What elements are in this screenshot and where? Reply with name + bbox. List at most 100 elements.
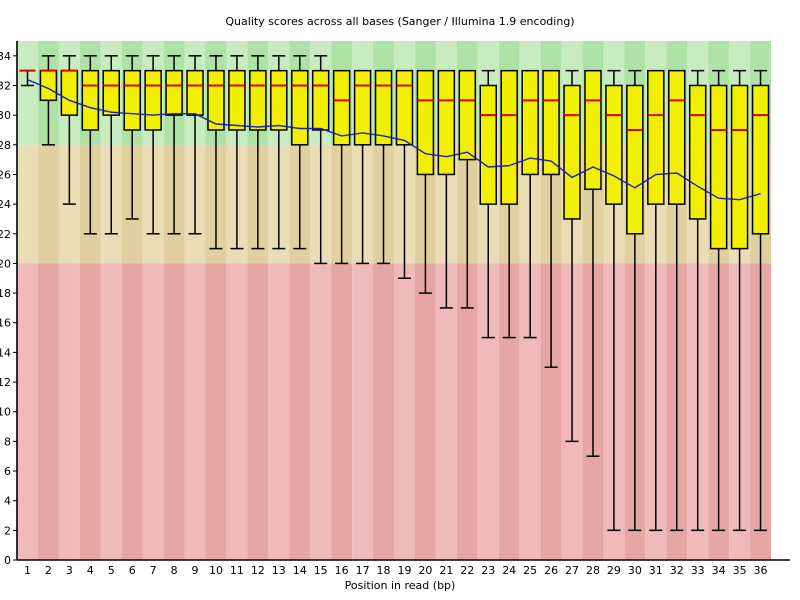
y-tick-label: 0 xyxy=(4,554,11,567)
poor-quality-zone xyxy=(456,263,478,560)
x-tick-label: 20 xyxy=(418,564,432,577)
iqr-box xyxy=(165,69,183,116)
iqr-box xyxy=(228,69,246,131)
poor-quality-zone xyxy=(100,263,122,560)
x-tick-label: 10 xyxy=(209,564,223,577)
boxplot xyxy=(19,69,36,87)
y-tick-label: 14 xyxy=(0,346,11,359)
x-tick-label: 15 xyxy=(314,564,328,577)
medium-quality-zone xyxy=(37,144,59,264)
iqr-box xyxy=(751,84,770,235)
x-tick-label: 11 xyxy=(230,564,244,577)
x-tick-label: 2 xyxy=(45,564,52,577)
x-tick-label: 6 xyxy=(129,564,136,577)
boxplot xyxy=(123,55,141,220)
y-tick-label: 32 xyxy=(0,79,11,92)
boxplot xyxy=(102,55,120,235)
iqr-box xyxy=(270,69,288,131)
x-tick-label: 24 xyxy=(502,564,516,577)
y-tick-label: 24 xyxy=(0,198,11,211)
poor-quality-zone xyxy=(289,263,311,560)
boxplot xyxy=(165,55,183,235)
boxplot xyxy=(626,69,644,532)
iqr-box xyxy=(668,69,686,205)
iqr-box xyxy=(563,84,581,220)
boxplot xyxy=(437,69,456,309)
iqr-box xyxy=(647,69,665,205)
y-tick-label: 6 xyxy=(4,465,11,478)
iqr-box xyxy=(521,69,539,176)
good-quality-zone xyxy=(17,41,38,145)
boxplot xyxy=(458,69,477,309)
poor-quality-zone xyxy=(435,263,457,560)
boxplot xyxy=(60,55,79,205)
iqr-box xyxy=(416,69,435,176)
y-tick-label: 10 xyxy=(0,406,11,419)
iqr-box xyxy=(332,69,351,146)
boxplot xyxy=(584,69,602,457)
boxplot xyxy=(332,69,351,265)
axes xyxy=(16,41,790,561)
poor-quality-zone xyxy=(121,263,143,560)
x-tick-label: 36 xyxy=(754,564,768,577)
poor-quality-zone xyxy=(540,263,562,560)
poor-quality-zone xyxy=(58,263,80,560)
boxplot xyxy=(751,69,770,532)
iqr-box xyxy=(374,69,393,146)
y-tick-label: 34 xyxy=(0,50,11,63)
boxplot xyxy=(249,55,267,250)
y-tick-label: 12 xyxy=(0,376,11,389)
medium-quality-zone xyxy=(17,144,38,264)
iqr-box xyxy=(584,69,602,191)
boxplot xyxy=(647,69,665,532)
x-tick-label: 1 xyxy=(24,564,31,577)
poor-quality-zone xyxy=(331,263,353,560)
boxplot xyxy=(668,69,686,532)
boxplot xyxy=(186,55,204,235)
boxplot xyxy=(270,55,288,250)
y-tick-label: 4 xyxy=(4,495,11,508)
y-tick-label: 22 xyxy=(0,228,11,241)
y-tick-label: 28 xyxy=(0,139,11,152)
boxplot xyxy=(500,69,518,339)
y-tick-label: 2 xyxy=(4,524,11,537)
poor-quality-zone xyxy=(17,263,38,560)
y-tick-label: 8 xyxy=(4,435,11,448)
boxplot xyxy=(81,55,100,235)
x-tick-label: 19 xyxy=(397,564,411,577)
boxplot xyxy=(730,69,749,532)
x-tick-label: 22 xyxy=(460,564,474,577)
boxplot xyxy=(521,69,539,339)
iqr-box xyxy=(688,84,707,220)
poor-quality-zone xyxy=(373,263,394,560)
iqr-box xyxy=(437,69,456,176)
poor-quality-zone xyxy=(226,263,248,560)
boxplot xyxy=(416,69,435,294)
x-tick-label: 8 xyxy=(171,564,178,577)
boxplots xyxy=(19,55,770,532)
boxplot xyxy=(688,69,707,532)
boxplot xyxy=(39,55,58,146)
poor-quality-zone xyxy=(414,263,436,560)
boxplot xyxy=(353,69,372,265)
poor-quality-zone xyxy=(37,263,59,560)
poor-quality-zone xyxy=(163,263,185,560)
boxplot xyxy=(311,55,330,265)
x-axis-title: Position in read (bp) xyxy=(344,579,456,592)
iqr-box xyxy=(291,69,309,146)
boxplot xyxy=(542,69,560,368)
poor-quality-zone xyxy=(79,263,101,560)
iqr-box xyxy=(395,69,414,146)
poor-quality-zone xyxy=(247,263,269,560)
boxplot xyxy=(207,55,225,250)
iqr-box xyxy=(542,69,560,176)
x-tick-label: 16 xyxy=(335,564,349,577)
iqr-box xyxy=(353,69,372,146)
x-tick-label: 33 xyxy=(691,564,705,577)
x-tick-label: 26 xyxy=(544,564,558,577)
iqr-box xyxy=(123,69,141,131)
iqr-box xyxy=(709,84,728,250)
poor-quality-zone xyxy=(268,263,290,560)
